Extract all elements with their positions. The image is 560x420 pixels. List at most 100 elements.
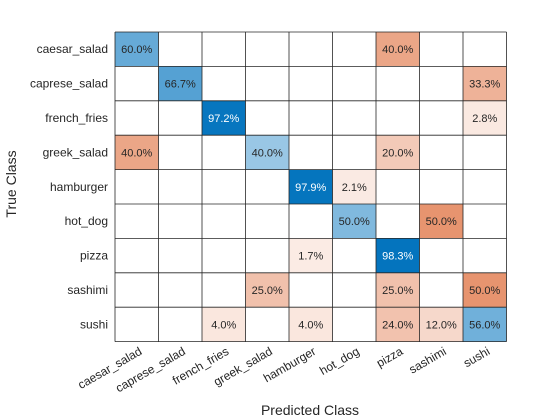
- matrix-cell: [158, 307, 202, 342]
- matrix-cell: [376, 135, 420, 170]
- matrix-cell: [332, 169, 376, 204]
- cell-value-label: 25.0%: [252, 285, 283, 297]
- matrix-cell: [332, 238, 376, 273]
- y-tick-label: caprese_salad: [30, 77, 108, 91]
- matrix-cell: [245, 272, 289, 308]
- matrix-cell: [158, 169, 202, 204]
- cell-value-label: 50.0%: [469, 285, 500, 297]
- cell-value-label: 40.0%: [121, 147, 152, 159]
- matrix-cell: [289, 272, 333, 308]
- cell-value-label: 25.0%: [382, 285, 413, 297]
- matrix-cell: [332, 135, 376, 170]
- cell-value-label: 50.0%: [339, 216, 370, 228]
- y-tick-label: pizza: [80, 249, 108, 263]
- matrix-cell: [245, 169, 289, 204]
- matrix-cell: [115, 100, 159, 136]
- matrix-cell: [202, 238, 246, 273]
- y-tick-labels: caesar_salad caprese_salad french_friesgre…: [30, 42, 108, 331]
- matrix-cell: [202, 307, 246, 342]
- matrix-grid: [114, 31, 507, 343]
- matrix-cell: [202, 66, 246, 101]
- matrix-cell: [115, 169, 159, 204]
- matrix-cell: [332, 272, 376, 308]
- cell-value-label: 4.0%: [298, 319, 323, 331]
- matrix-cell: [202, 272, 246, 308]
- matrix-cell: [289, 100, 333, 136]
- cell-value-label: 20.0%: [382, 147, 413, 159]
- y-tick-label: french_fries: [45, 111, 108, 125]
- matrix-cell: [463, 272, 507, 308]
- matrix-cell: [245, 238, 289, 273]
- matrix-cell: [202, 204, 246, 239]
- matrix-cell: [376, 238, 420, 273]
- matrix-cells: [115, 32, 507, 342]
- y-tick-label: greek_salad: [43, 145, 108, 159]
- cell-value-label: 56.0%: [469, 319, 500, 331]
- cell-value-label: 50.0%: [426, 216, 457, 228]
- x-tick-label: sashimi: [407, 344, 449, 376]
- matrix-cell: [202, 135, 246, 170]
- cell-value-label: 97.2%: [208, 113, 239, 125]
- matrix-cell: [158, 204, 202, 239]
- matrix-cell: [289, 307, 333, 342]
- matrix-cell: [376, 32, 420, 67]
- cell-value-label: 60.0%: [121, 44, 152, 56]
- matrix-cell: [158, 32, 202, 67]
- matrix-cell: [463, 169, 507, 204]
- cell-value-label: 40.0%: [382, 44, 413, 56]
- matrix-cell: [419, 204, 463, 239]
- matrix-cell: [463, 32, 507, 67]
- matrix-cell: [158, 135, 202, 170]
- cell-value-label: 12.0%: [426, 319, 457, 331]
- matrix-cell: [245, 66, 289, 101]
- cell-value-label: 4.0%: [211, 319, 236, 331]
- matrix-cell: [245, 204, 289, 239]
- matrix-cell: [115, 135, 159, 170]
- y-tick-label: sashimi: [67, 283, 108, 297]
- matrix-cell: [289, 32, 333, 67]
- matrix-cell: [115, 32, 159, 67]
- matrix-cell: [376, 204, 420, 239]
- matrix-cell: [332, 204, 376, 239]
- matrix-cell: [376, 169, 420, 204]
- matrix-cell: [202, 100, 246, 136]
- cell-value-label: 97.9%: [295, 182, 326, 194]
- matrix-cell: [289, 238, 333, 273]
- matrix-cell: [245, 32, 289, 67]
- cell-value-label: 24.0%: [382, 319, 413, 331]
- cell-value-label: 66.7%: [165, 79, 196, 91]
- matrix-cell: [419, 169, 463, 204]
- matrix-cell: [115, 66, 159, 101]
- x-axis-label: Predicted Class: [261, 402, 359, 418]
- matrix-cell: [115, 204, 159, 239]
- matrix-cell: [115, 272, 159, 308]
- cell-value-labels: 60.0% 40.0% 66.7% 33.3% 97.2% 2.8% 40.0% 40.0% 2…: [121, 44, 500, 331]
- matrix-cell: [419, 66, 463, 101]
- matrix-cell: [376, 100, 420, 136]
- matrix-cell: [463, 307, 507, 342]
- matrix-cell: [289, 66, 333, 101]
- matrix-cell: [115, 307, 159, 342]
- matrix-cell: [245, 135, 289, 170]
- y-tick-label: hamburger: [50, 180, 108, 194]
- matrix-cell: [376, 66, 420, 101]
- matrix-cell: [419, 238, 463, 273]
- x-tick-label: hot_dog: [317, 344, 362, 378]
- matrix-cell: [332, 32, 376, 67]
- matrix-cell: [289, 204, 333, 239]
- cell-value-label: 1.7%: [298, 251, 323, 263]
- matrix-cell: [332, 66, 376, 101]
- matrix-cell: [158, 100, 202, 136]
- matrix-cell: [419, 272, 463, 308]
- matrix-cell: [376, 307, 420, 342]
- x-tick-label: pizza: [374, 344, 406, 370]
- matrix-cell: [245, 307, 289, 342]
- matrix-cell: [419, 32, 463, 67]
- matrix-cell: [419, 100, 463, 136]
- y-tick-label: hot_dog: [65, 214, 108, 228]
- matrix-cell: [289, 169, 333, 204]
- matrix-cell: [158, 66, 202, 101]
- matrix-cell: [332, 307, 376, 342]
- matrix-cell: [115, 238, 159, 273]
